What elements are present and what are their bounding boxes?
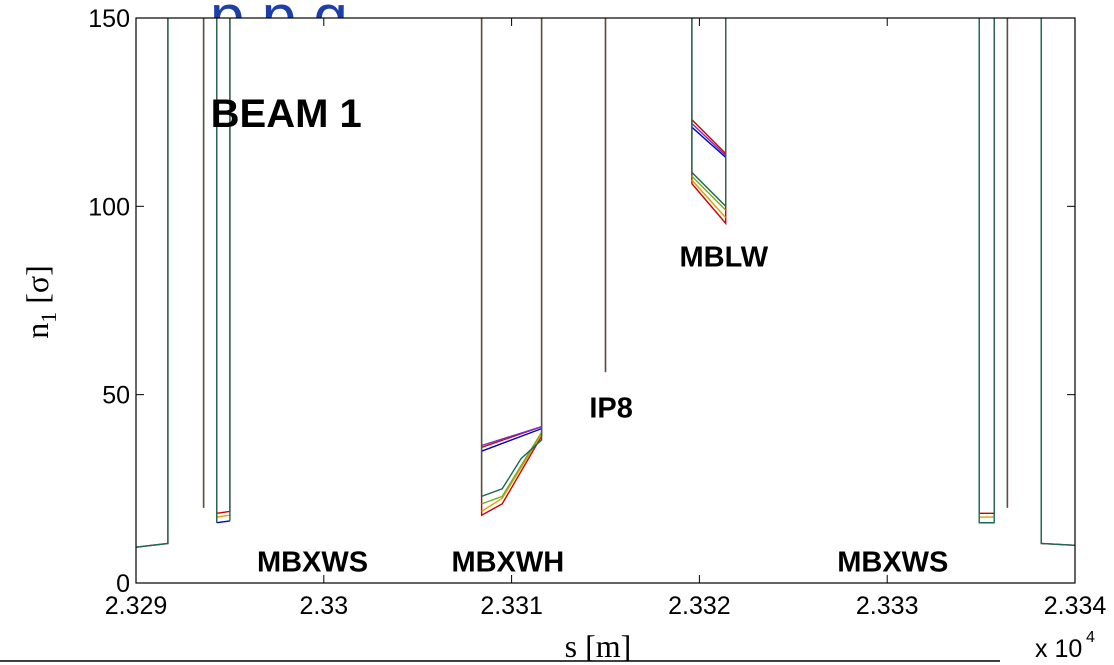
series-2-line-3 [216, 514, 231, 518]
chart-title-fragment: p p g [210, 0, 348, 52]
series-3 [481, 122, 727, 447]
x-tick-label: 2.333 [856, 592, 919, 620]
x-tick-label: 2.332 [668, 592, 731, 620]
series-6-line-7 [691, 18, 727, 208]
x-tick-label: 2.334 [1044, 592, 1107, 620]
series-3-line-2 [691, 122, 727, 157]
y-label-rest: [σ] [19, 265, 55, 312]
annotation-mbxws: MBXWS [257, 547, 368, 579]
series-6-line-8 [978, 18, 995, 524]
y-tick-label: 0 [116, 570, 130, 598]
y-axis-label: n1 [σ] [19, 265, 61, 339]
series-5-line-2 [691, 175, 727, 211]
y-tick-label: 150 [88, 5, 130, 33]
series-4-line-3 [216, 520, 230, 524]
x-multiplier-exponent: 4 [1086, 629, 1095, 646]
series-2-line-2 [691, 179, 727, 219]
series-1-line-9 [691, 119, 727, 155]
x-tick-label: 2.329 [105, 592, 168, 620]
x-tick-label: 2.331 [480, 592, 543, 620]
annotations: BEAM 1 MBXWS MBXWH MBXWS MBLW IP8 [211, 92, 949, 578]
series-2 [216, 179, 995, 518]
y-label-subscript: 1 [36, 312, 61, 323]
x-axis-multiplier: x 10 4 [1035, 629, 1095, 663]
series-6-line-1 [135, 18, 169, 548]
series-3-line-1 [481, 426, 542, 447]
series-5 [481, 175, 727, 505]
annotation-ip8: IP8 [589, 392, 633, 424]
y-label-main: n [19, 323, 55, 339]
series-5-line-1 [481, 431, 543, 505]
y-tick-label: 50 [102, 382, 130, 410]
annotation-mbxws: MBXWS [837, 547, 948, 579]
plot-frame-border [135, 17, 1076, 584]
annotation-mblw: MBLW [680, 242, 769, 274]
x-axis-label: s [m] [565, 628, 632, 664]
series-layer [135, 18, 1076, 548]
y-tick-label: 100 [88, 193, 130, 221]
series-6-line-5 [480, 18, 543, 498]
series-6-line-10 [1040, 18, 1076, 546]
x-multiplier-base: x 10 [1035, 635, 1082, 663]
series-2-line-1 [481, 433, 543, 512]
series-4-line-2 [691, 126, 727, 158]
series-4-line-1 [481, 427, 542, 452]
x-axis: 2.329 2.33 2.331 2.332 2.333 2.334 [105, 18, 1107, 620]
annotation-beam-1: BEAM 1 [211, 92, 362, 136]
svg-text:n1 [σ]: n1 [σ] [19, 265, 61, 339]
y-axis: 0 50 100 150 [88, 5, 1075, 598]
annotation-mbxwh: MBXWH [451, 547, 564, 579]
x-tick-label: 2.33 [299, 592, 348, 620]
series-6 [135, 18, 1076, 548]
